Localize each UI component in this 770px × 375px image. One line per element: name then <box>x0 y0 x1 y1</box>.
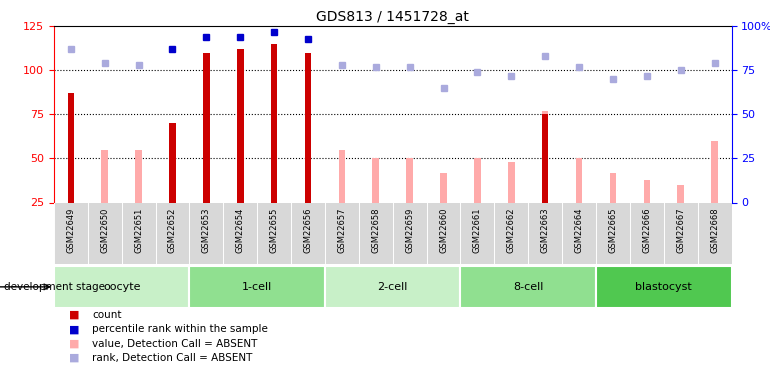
Text: GSM22653: GSM22653 <box>202 207 211 253</box>
Bar <box>68 93 74 247</box>
Bar <box>271 44 277 247</box>
Text: GSM22660: GSM22660 <box>439 207 448 253</box>
Text: GSM22650: GSM22650 <box>100 207 109 253</box>
Text: ■: ■ <box>69 324 80 334</box>
Text: 8-cell: 8-cell <box>513 282 544 292</box>
Text: GSM22655: GSM22655 <box>270 207 279 253</box>
Text: blastocyst: blastocyst <box>635 282 692 292</box>
Text: GSM22665: GSM22665 <box>608 207 618 253</box>
Text: percentile rank within the sample: percentile rank within the sample <box>92 324 268 334</box>
FancyBboxPatch shape <box>596 266 732 308</box>
Text: value, Detection Call = ABSENT: value, Detection Call = ABSENT <box>92 339 258 348</box>
Bar <box>102 150 108 247</box>
Title: GDS813 / 1451728_at: GDS813 / 1451728_at <box>316 10 469 24</box>
Text: GSM22649: GSM22649 <box>66 207 75 253</box>
Bar <box>678 185 684 247</box>
Bar <box>169 150 176 247</box>
Bar <box>508 162 514 247</box>
Text: 2-cell: 2-cell <box>377 282 408 292</box>
Text: count: count <box>92 310 122 320</box>
Bar <box>169 123 176 247</box>
Bar <box>237 49 243 247</box>
Text: GSM22666: GSM22666 <box>642 207 651 253</box>
Text: GSM22651: GSM22651 <box>134 207 143 253</box>
Text: GSM22662: GSM22662 <box>507 207 516 253</box>
Text: GSM22663: GSM22663 <box>541 207 550 253</box>
Text: ■: ■ <box>69 339 80 348</box>
Text: GSM22661: GSM22661 <box>473 207 482 253</box>
Bar <box>576 158 582 247</box>
Text: GSM22668: GSM22668 <box>710 207 719 253</box>
Bar <box>474 158 480 247</box>
FancyBboxPatch shape <box>460 266 596 308</box>
Bar <box>237 150 243 247</box>
Text: 1-cell: 1-cell <box>242 282 273 292</box>
Text: ■: ■ <box>69 353 80 363</box>
Text: ■: ■ <box>69 310 80 320</box>
Text: GSM22654: GSM22654 <box>236 207 245 253</box>
Text: development stage: development stage <box>4 282 105 292</box>
Text: GSM22667: GSM22667 <box>676 207 685 253</box>
Bar <box>542 114 548 247</box>
Bar <box>339 150 345 247</box>
Bar <box>203 53 209 247</box>
Text: GSM22652: GSM22652 <box>168 207 177 253</box>
Text: GSM22659: GSM22659 <box>405 207 414 253</box>
Bar <box>373 158 379 247</box>
Bar <box>271 150 277 247</box>
Text: GSM22664: GSM22664 <box>574 207 584 253</box>
Bar <box>305 53 311 247</box>
Bar <box>644 180 650 247</box>
FancyBboxPatch shape <box>189 266 325 308</box>
Bar <box>711 141 718 247</box>
Text: GSM22658: GSM22658 <box>371 207 380 253</box>
FancyBboxPatch shape <box>54 266 189 308</box>
Bar <box>136 150 142 247</box>
Bar <box>203 150 209 247</box>
Text: GSM22656: GSM22656 <box>303 207 313 253</box>
Bar <box>542 111 548 247</box>
Bar <box>68 93 74 247</box>
FancyBboxPatch shape <box>325 266 460 308</box>
Bar <box>440 172 447 247</box>
Text: GSM22657: GSM22657 <box>337 207 346 253</box>
Text: oocyte: oocyte <box>103 282 140 292</box>
Text: rank, Detection Call = ABSENT: rank, Detection Call = ABSENT <box>92 353 253 363</box>
Bar <box>407 158 413 247</box>
Bar <box>305 158 311 247</box>
Bar <box>610 172 616 247</box>
